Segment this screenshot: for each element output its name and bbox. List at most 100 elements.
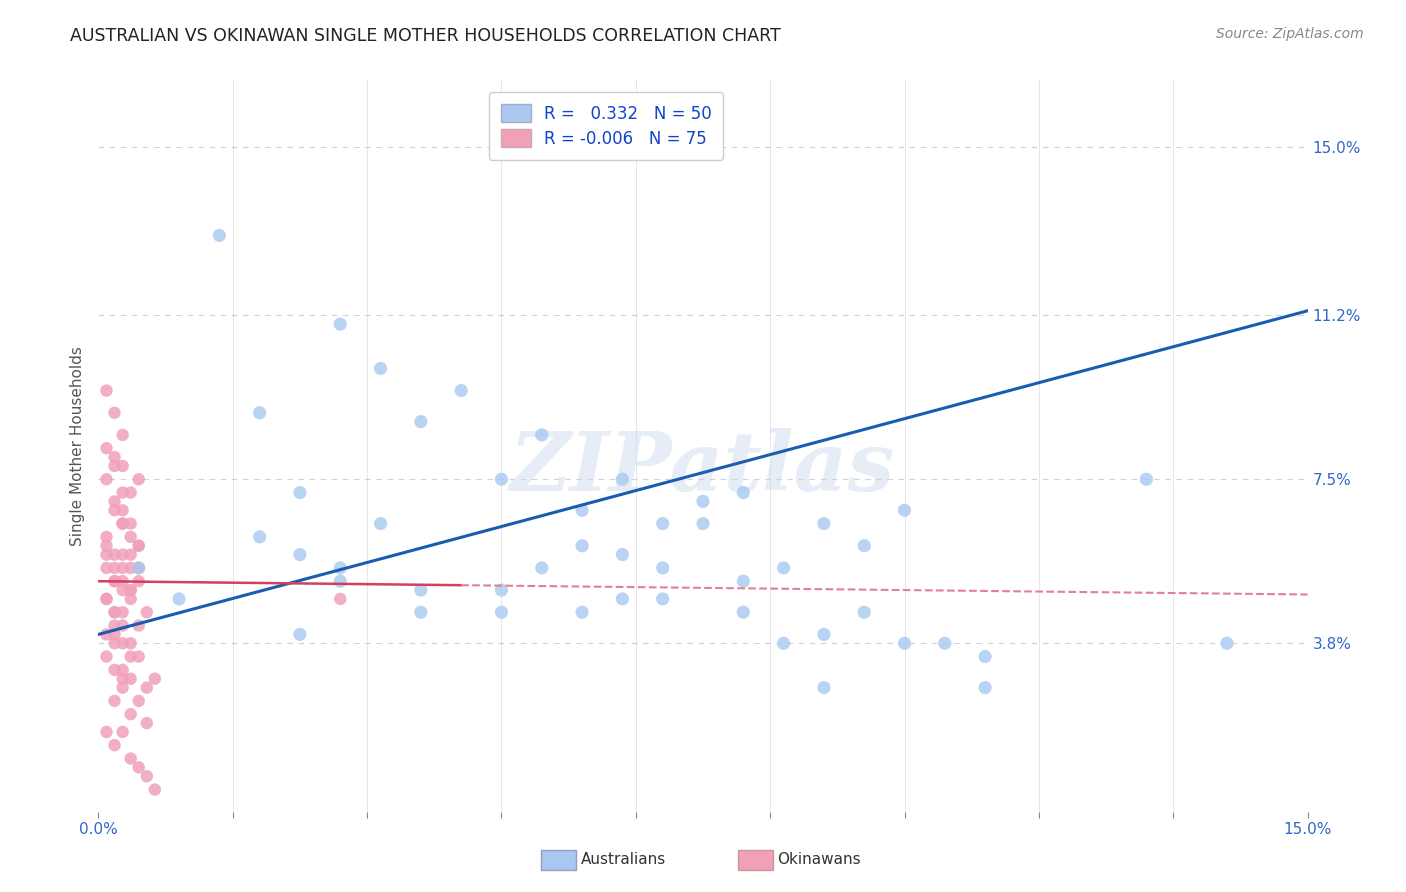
Point [329, 561, 352, 575]
Point [409, 583, 432, 598]
Point [120, 548, 142, 562]
Point [120, 583, 142, 598]
Point [813, 516, 835, 531]
Point [612, 591, 634, 606]
Point [103, 561, 125, 575]
Point [103, 627, 125, 641]
Point [96, 591, 118, 606]
Point [288, 627, 311, 641]
Point [974, 649, 997, 664]
Point [120, 485, 142, 500]
Point [651, 516, 673, 531]
Point [111, 548, 134, 562]
Point [128, 694, 150, 708]
Point [111, 516, 134, 531]
Point [612, 548, 634, 562]
Legend: R =   0.332   N = 50, R = -0.006   N = 75: R = 0.332 N = 50, R = -0.006 N = 75 [489, 92, 724, 160]
Point [409, 605, 432, 619]
Point [128, 539, 150, 553]
Point [813, 627, 835, 641]
Point [128, 561, 150, 575]
Point [120, 583, 142, 598]
Point [813, 681, 835, 695]
Point [111, 725, 134, 739]
Point [111, 574, 134, 589]
Point [571, 539, 593, 553]
Point [96, 561, 118, 575]
Point [111, 681, 134, 695]
Point [571, 605, 593, 619]
Point [772, 636, 794, 650]
Point [450, 384, 472, 398]
Point [103, 450, 125, 464]
Point [120, 751, 142, 765]
Point [120, 591, 142, 606]
Point [612, 472, 634, 486]
Point [120, 561, 142, 575]
Point [128, 618, 150, 632]
Point [249, 406, 271, 420]
Point [111, 672, 134, 686]
Point [571, 503, 593, 517]
Y-axis label: Single Mother Households: Single Mother Households [70, 346, 86, 546]
Point [111, 618, 134, 632]
Point [893, 503, 915, 517]
Point [329, 317, 352, 331]
Point [96, 627, 118, 641]
Point [111, 583, 134, 598]
Text: AUSTRALIAN VS OKINAWAN SINGLE MOTHER HOUSEHOLDS CORRELATION CHART: AUSTRALIAN VS OKINAWAN SINGLE MOTHER HOU… [70, 27, 782, 45]
Point [103, 574, 125, 589]
Point [1216, 636, 1239, 650]
Point [733, 605, 755, 619]
Point [288, 548, 311, 562]
Point [329, 591, 352, 606]
Point [370, 516, 392, 531]
Point [733, 485, 755, 500]
Point [120, 530, 142, 544]
Point [329, 574, 352, 589]
Text: Source: ZipAtlas.com: Source: ZipAtlas.com [1216, 27, 1364, 41]
Point [370, 361, 392, 376]
Point [651, 561, 673, 575]
Point [103, 694, 125, 708]
Point [692, 494, 714, 508]
Point [934, 636, 956, 650]
Point [96, 548, 118, 562]
Point [103, 663, 125, 677]
Point [853, 605, 876, 619]
Point [530, 561, 553, 575]
Point [692, 516, 714, 531]
Point [111, 561, 134, 575]
Point [111, 663, 134, 677]
Point [111, 428, 134, 442]
Point [135, 716, 157, 731]
Point [120, 649, 142, 664]
Point [772, 561, 794, 575]
Point [135, 605, 157, 619]
Point [96, 649, 118, 664]
Point [853, 539, 876, 553]
Point [128, 574, 150, 589]
Point [120, 707, 142, 722]
Point [103, 605, 125, 619]
Point [143, 672, 166, 686]
Point [491, 605, 513, 619]
Text: Okinawans: Okinawans [778, 853, 860, 867]
Point [103, 406, 125, 420]
Point [128, 561, 150, 575]
Point [120, 672, 142, 686]
Point [120, 516, 142, 531]
Point [167, 591, 190, 606]
Point [111, 516, 134, 531]
Point [96, 530, 118, 544]
Point [143, 782, 166, 797]
Point [974, 681, 997, 695]
Point [491, 583, 513, 598]
Point [96, 591, 118, 606]
Point [893, 636, 915, 650]
Point [128, 649, 150, 664]
Point [1135, 472, 1157, 486]
Point [288, 485, 311, 500]
Text: ZIPatlas: ZIPatlas [510, 428, 896, 508]
Point [96, 384, 118, 398]
